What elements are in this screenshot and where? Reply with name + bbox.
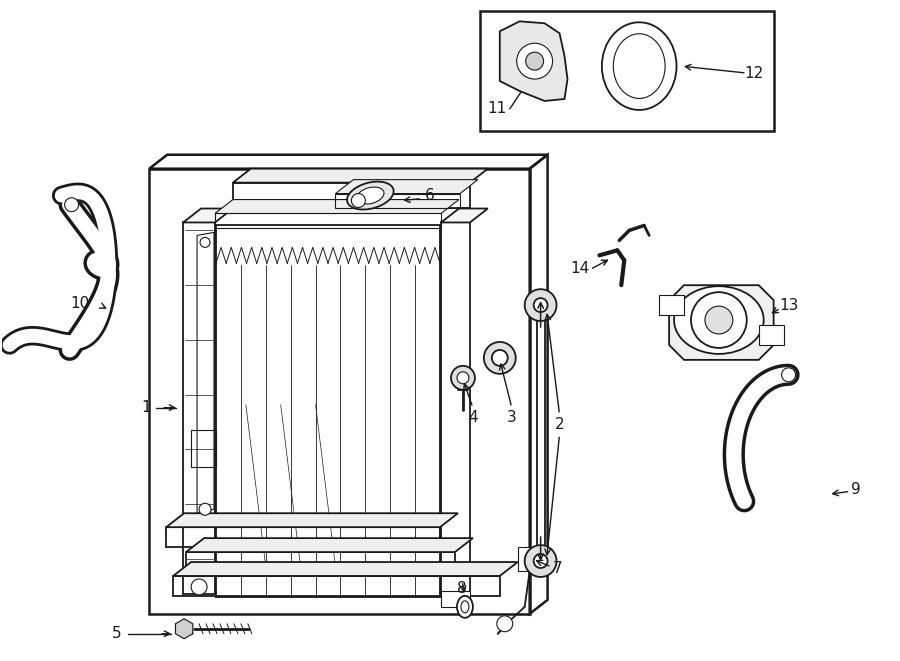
Circle shape [497,616,513,632]
Polygon shape [669,285,774,360]
Circle shape [191,579,207,595]
Text: 11: 11 [487,101,507,116]
Ellipse shape [461,601,469,613]
Ellipse shape [347,182,393,210]
Circle shape [451,366,475,390]
Ellipse shape [674,286,764,354]
Text: 14: 14 [570,260,590,276]
Text: 12: 12 [744,65,763,81]
Polygon shape [518,547,547,571]
Polygon shape [166,513,458,527]
Circle shape [781,368,796,382]
Text: 8: 8 [457,582,467,596]
Polygon shape [659,295,684,315]
Circle shape [691,292,747,348]
Ellipse shape [602,22,677,110]
Polygon shape [441,591,470,607]
Ellipse shape [457,596,472,618]
Polygon shape [441,208,488,223]
Circle shape [65,198,78,212]
Text: 3: 3 [507,410,517,425]
Polygon shape [500,21,568,101]
Circle shape [525,545,556,577]
Text: 9: 9 [851,482,861,497]
Polygon shape [173,562,518,576]
Circle shape [534,554,547,568]
Polygon shape [233,169,488,182]
Bar [480,11,774,131]
Polygon shape [759,325,784,345]
Text: 4: 4 [468,410,478,425]
Text: 13: 13 [778,297,798,313]
Text: 5: 5 [112,626,122,641]
Polygon shape [186,538,472,552]
Text: 2: 2 [554,417,564,432]
Circle shape [525,289,556,321]
Circle shape [526,52,544,70]
Text: 6: 6 [425,188,435,203]
Circle shape [491,350,508,366]
Text: 10: 10 [70,295,89,311]
Polygon shape [215,200,459,214]
Circle shape [200,237,210,247]
Circle shape [517,43,553,79]
Circle shape [484,342,516,374]
Ellipse shape [613,34,665,98]
Circle shape [705,306,733,334]
Polygon shape [183,208,233,223]
Text: 7: 7 [553,561,562,576]
Text: 1: 1 [141,400,151,415]
Polygon shape [336,180,478,194]
Circle shape [534,298,547,312]
Circle shape [351,194,365,208]
Ellipse shape [356,187,384,204]
Circle shape [457,372,469,384]
Circle shape [199,503,211,515]
Polygon shape [176,619,193,639]
